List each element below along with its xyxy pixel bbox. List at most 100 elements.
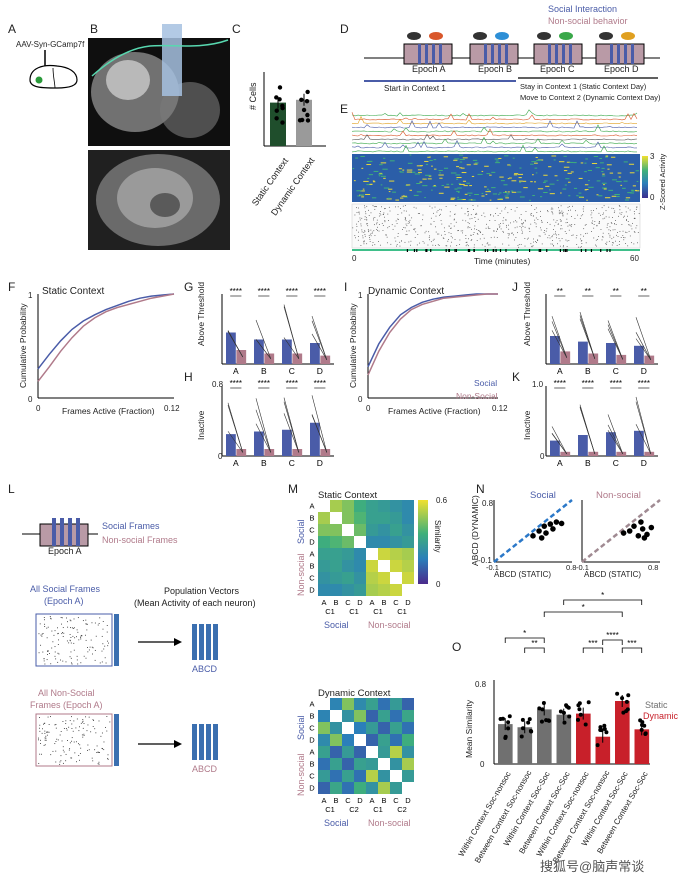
raster-dot xyxy=(410,224,412,226)
col-label: D xyxy=(405,796,411,805)
heatmap-cell xyxy=(587,169,592,171)
dynamic-heatmap-title: Dynamic Context xyxy=(318,688,391,699)
raster-dot xyxy=(511,232,513,234)
raster-dot xyxy=(493,215,494,217)
heatmap-cell xyxy=(511,180,517,182)
raster-dot xyxy=(58,653,60,655)
raster-dot xyxy=(99,617,101,619)
scatter-point xyxy=(635,533,642,539)
context-label: C1 xyxy=(373,805,383,814)
activity-trace xyxy=(351,133,638,141)
raster-dot xyxy=(399,241,401,243)
heatmap-cell xyxy=(378,500,390,512)
raster-dot xyxy=(435,215,437,217)
sig-stars: **** xyxy=(582,379,594,388)
raster-dot xyxy=(521,227,522,229)
raster-dot xyxy=(489,220,491,221)
raster-dot xyxy=(514,227,516,229)
raster-dot xyxy=(60,760,62,762)
raster-dot xyxy=(476,213,478,215)
heatmap-cell xyxy=(402,536,414,548)
raster-dot xyxy=(56,738,58,740)
heatmap-cell xyxy=(489,174,492,176)
raster-dot xyxy=(611,207,613,209)
heatmap-cell xyxy=(510,190,514,192)
raster-dot xyxy=(58,639,60,641)
xtick-label: A xyxy=(557,366,563,376)
similarity-colorbar xyxy=(418,500,428,584)
raster-dot xyxy=(99,752,100,753)
bar-dynamic xyxy=(615,701,630,764)
activity-trace xyxy=(351,128,638,137)
panel-j-chart: **A**B**C**D xyxy=(545,287,658,376)
panel-h-ytick-max: 0.8 xyxy=(212,380,224,389)
heatmap-cell xyxy=(366,770,378,782)
raster-dot xyxy=(405,220,407,222)
heatmap-cell xyxy=(392,191,397,193)
raster-dot xyxy=(76,718,78,720)
pair-line xyxy=(283,304,300,359)
raster-dot xyxy=(594,221,596,222)
heatmap-cell xyxy=(342,722,354,734)
raster-dot xyxy=(467,215,469,217)
raster-dot xyxy=(91,622,93,624)
raster-dot xyxy=(77,663,79,665)
raster-dot xyxy=(475,221,476,222)
heatmap-cell xyxy=(635,190,640,192)
heatmap-cell xyxy=(398,168,402,170)
raster-dot xyxy=(395,206,396,208)
panel-label-j: J xyxy=(512,280,518,294)
panel-i-legend-social: Social xyxy=(474,378,498,388)
col-label: D xyxy=(357,796,363,805)
heatmap-cell xyxy=(481,192,484,194)
raster-dot xyxy=(411,217,413,219)
raster-dot xyxy=(440,220,442,222)
heatmap-cell xyxy=(371,197,377,199)
bar-nonsocial xyxy=(292,449,303,456)
raster-dot xyxy=(547,211,549,213)
data-point xyxy=(566,705,571,710)
raster-dot xyxy=(561,228,563,230)
raster-dot xyxy=(499,213,501,214)
raster-dot xyxy=(61,740,63,742)
pair-line xyxy=(227,405,244,453)
popvec-strip xyxy=(114,714,119,766)
raster-dot xyxy=(356,229,357,231)
heatmap-cell xyxy=(446,183,450,185)
raster-dot xyxy=(90,639,92,641)
raster-dot xyxy=(619,230,621,232)
raster-dot xyxy=(502,243,504,245)
heatmap-cell xyxy=(535,172,538,174)
heatmap-cell xyxy=(604,197,611,199)
raster-dot xyxy=(584,224,586,226)
raster-dot xyxy=(595,239,597,241)
heatmap-cell xyxy=(517,191,522,193)
raster-dot xyxy=(86,629,88,631)
raster-dot xyxy=(369,238,371,240)
raster-dot xyxy=(368,215,370,216)
heatmap-cell xyxy=(318,782,330,794)
raster-dot xyxy=(370,229,372,231)
raster-dot xyxy=(511,232,512,234)
time-axis-start: 0 xyxy=(352,254,357,263)
raster-dot xyxy=(506,224,507,226)
epoch-a-schematic-label: Epoch A xyxy=(48,546,82,556)
heatmap-cell xyxy=(473,163,478,165)
heatmap-cell xyxy=(354,560,366,572)
heatmap-cell xyxy=(499,176,504,178)
raster-dot xyxy=(494,246,496,248)
raster-dot xyxy=(547,237,549,239)
heatmap-cell xyxy=(399,197,404,199)
heatmap-cell xyxy=(402,758,414,770)
pair-line xyxy=(227,431,244,453)
event-tick xyxy=(416,249,418,252)
raster-dot xyxy=(596,224,598,226)
raster-dot xyxy=(636,206,638,208)
raster-dot xyxy=(78,730,80,732)
raster-dot xyxy=(465,245,467,247)
heatmap-cell xyxy=(461,172,467,174)
raster-dot xyxy=(468,223,470,225)
heatmap-cell xyxy=(453,159,458,161)
heatmap-cell xyxy=(593,156,599,158)
raster-dot xyxy=(95,635,97,637)
